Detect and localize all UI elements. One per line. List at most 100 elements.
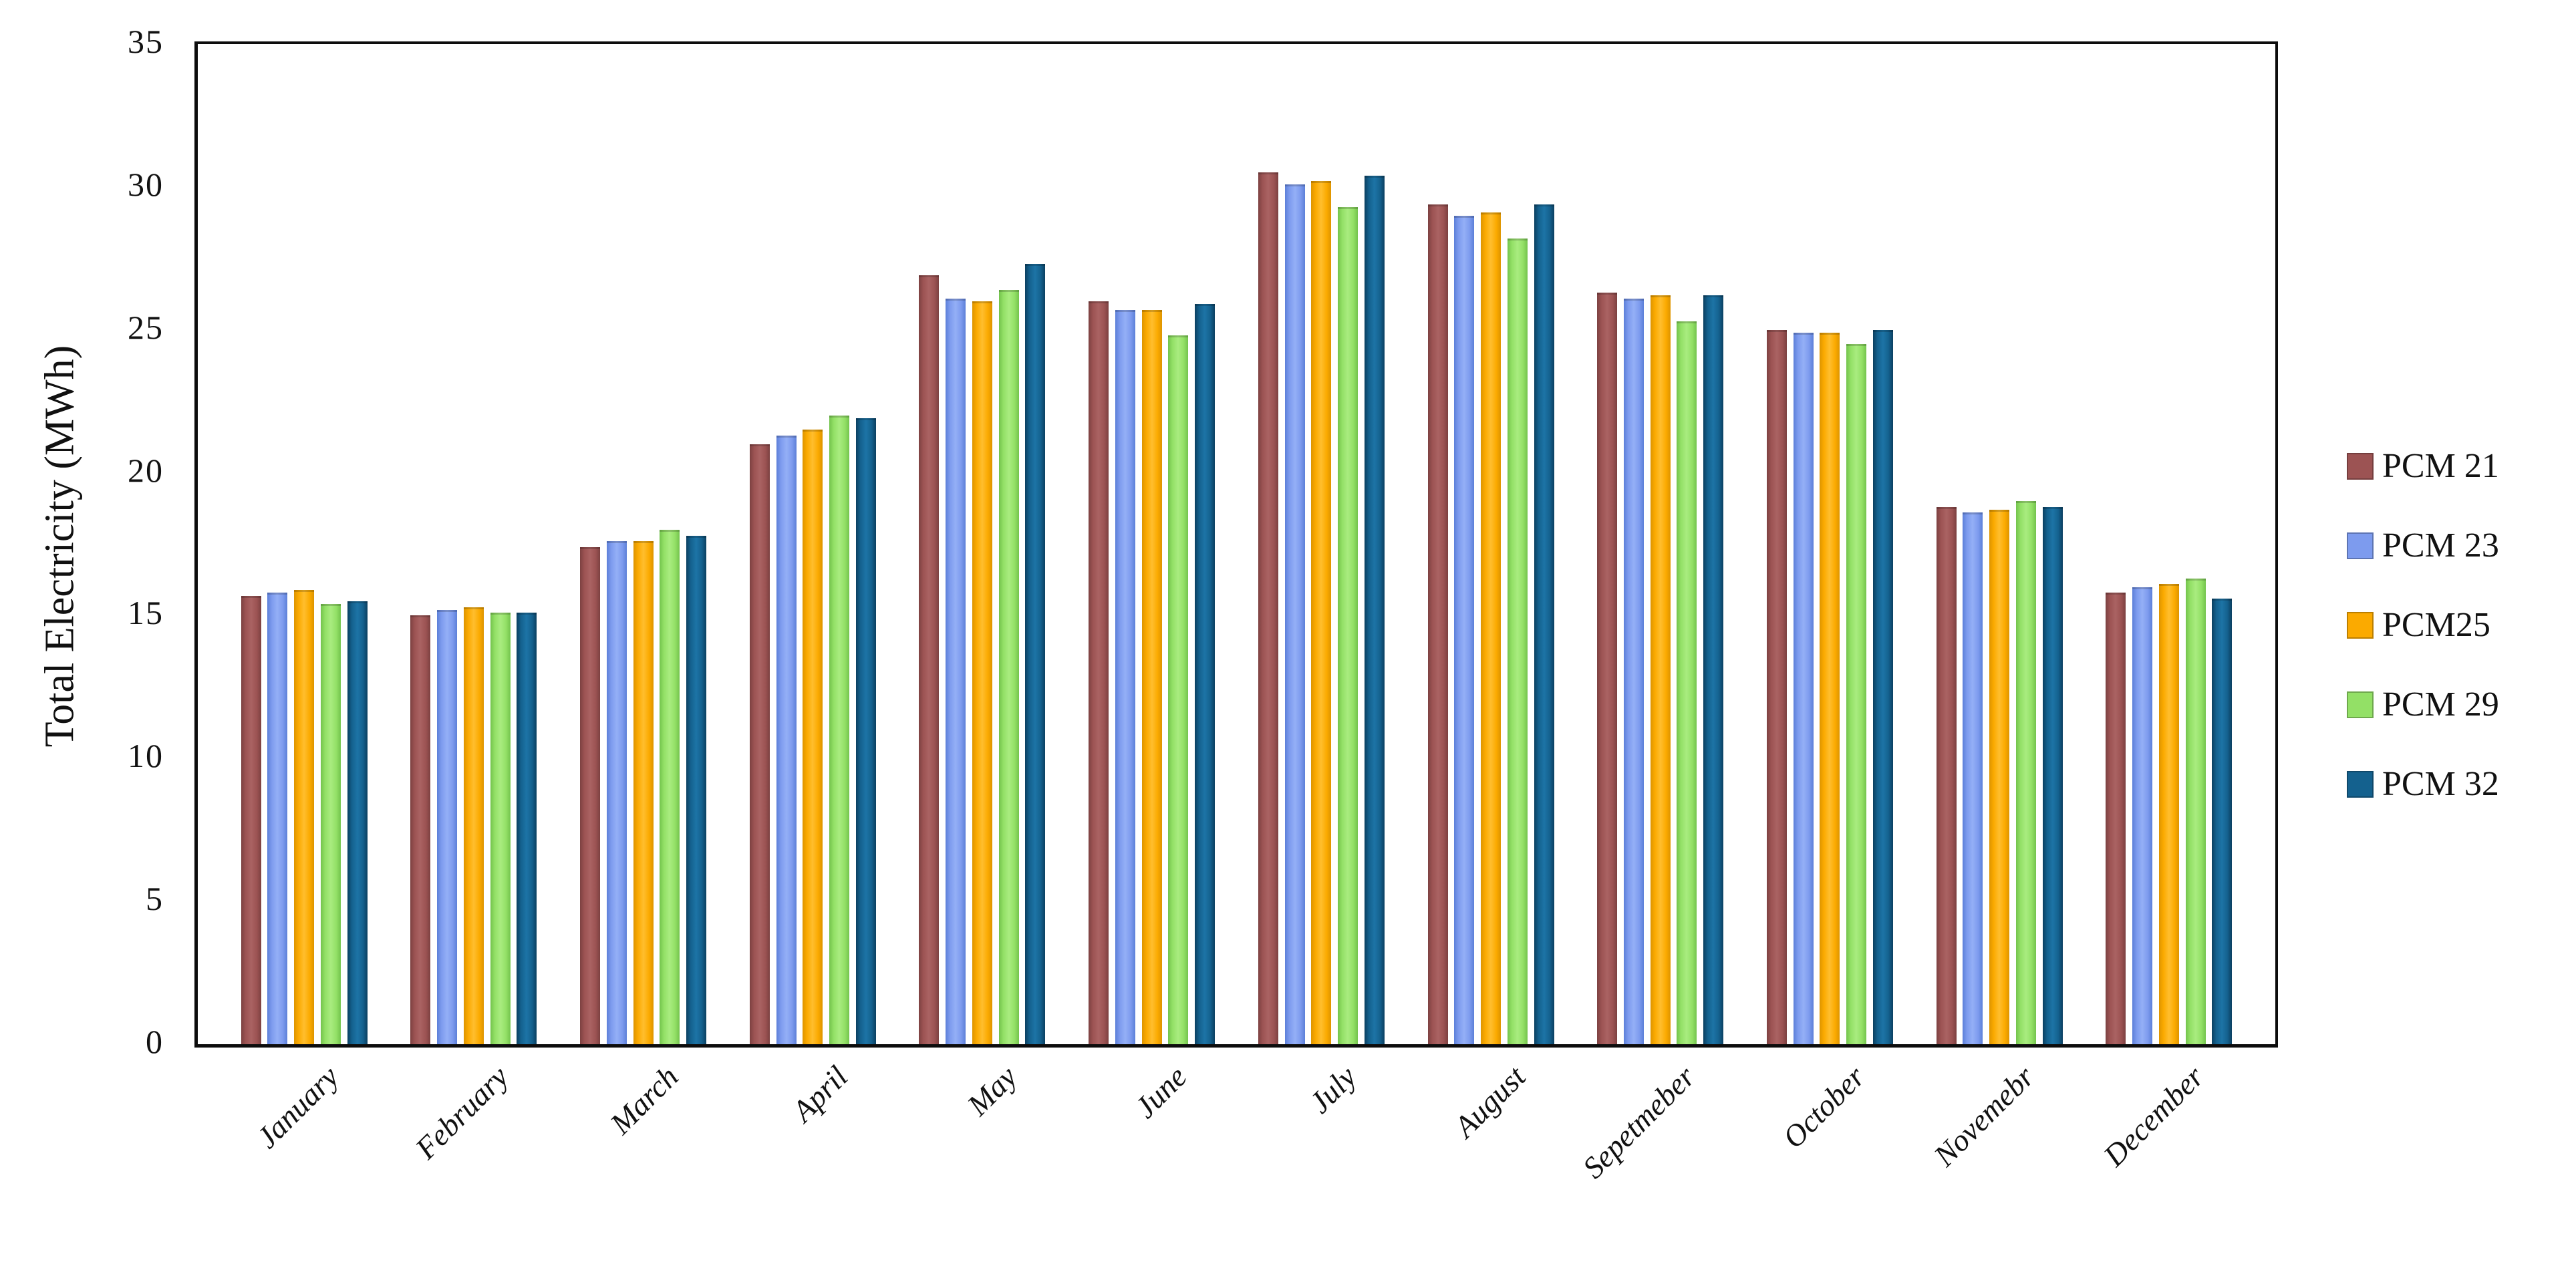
bar-pcm-32-april: [855, 418, 876, 1044]
bar-pcm-29-novemebr: [2015, 501, 2036, 1044]
bar-pcm-21-june: [1089, 301, 1109, 1044]
bar-pcm-32-sepetmeber: [1703, 295, 1724, 1044]
bar-pcm-23-novemebr: [1963, 512, 1983, 1044]
bar-pcm-23-july: [1284, 184, 1305, 1044]
bar-pcm-23-february: [437, 609, 458, 1044]
bar-group-april: [749, 44, 876, 1044]
bar-group-october: [1766, 44, 1893, 1044]
bar-pcm-21-august: [1427, 204, 1448, 1044]
bar-pcm-32-february: [517, 613, 537, 1044]
x-label-sepetmeber: Sepetmeber: [1576, 1059, 1702, 1185]
bars-container: [198, 44, 2275, 1044]
bar-pcm-23-october: [1793, 333, 1814, 1044]
bar-pcm25-march: [633, 541, 654, 1044]
bar-pcm-32-june: [1195, 304, 1215, 1044]
x-label-august: August: [1447, 1059, 1532, 1144]
bar-pcm-29-december: [2185, 578, 2206, 1044]
legend-item-pcm-21: PCM 21: [2347, 446, 2499, 486]
bar-group-sepetmeber: [1597, 44, 1724, 1044]
y-tick-20: 20: [128, 451, 164, 489]
bar-pcm-32-july: [1364, 175, 1385, 1044]
legend-label-pcm25: PCM25: [2382, 606, 2490, 644]
legend: PCM 21 PCM 23 PCM25 PCM 29 PCM 32: [2347, 446, 2499, 804]
bar-pcm-21-january: [241, 595, 261, 1044]
bar-pcm-29-october: [1846, 344, 1867, 1044]
y-tick-10: 10: [128, 737, 164, 775]
legend-label-pcm-23: PCM 23: [2382, 526, 2499, 565]
bar-pcm-21-october: [1766, 329, 1787, 1044]
y-tick-5: 5: [146, 880, 164, 918]
legend-swatch-pcm-32: [2347, 770, 2374, 798]
bar-pcm25-july: [1311, 181, 1332, 1044]
y-tick-25: 25: [128, 308, 164, 346]
bar-pcm-21-february: [410, 615, 431, 1044]
bar-group-august: [1427, 44, 1554, 1044]
legend-label-pcm-21: PCM 21: [2382, 447, 2499, 485]
bar-group-december: [2106, 44, 2233, 1044]
legend-swatch-pcm-21: [2347, 452, 2374, 480]
bar-pcm-23-sepetmeber: [1623, 298, 1644, 1044]
x-label-december: December: [2096, 1059, 2210, 1173]
x-label-june: June: [1127, 1059, 1193, 1125]
bar-pcm-21-march: [580, 546, 601, 1044]
bar-pcm-29-may: [998, 289, 1019, 1044]
x-label-january: January: [250, 1059, 345, 1155]
bar-group-january: [241, 44, 368, 1044]
x-label-october: October: [1775, 1059, 1872, 1155]
bar-pcm-29-sepetmeber: [1677, 321, 1697, 1044]
bar-pcm-29-august: [1507, 238, 1528, 1044]
legend-item-pcm-32: PCM 32: [2347, 764, 2499, 804]
bar-pcm-21-sepetmeber: [1597, 293, 1618, 1044]
bar-pcm-21-novemebr: [1936, 506, 1957, 1044]
y-tick-0: 0: [146, 1023, 164, 1060]
legend-swatch-pcm25: [2347, 611, 2374, 639]
bar-pcm-23-may: [946, 298, 966, 1044]
bar-pcm-23-june: [1115, 309, 1135, 1044]
x-label-july: July: [1302, 1059, 1363, 1120]
bar-pcm-23-april: [776, 435, 797, 1044]
bar-group-march: [580, 44, 707, 1044]
bar-pcm-29-april: [829, 416, 849, 1044]
bar-group-june: [1089, 44, 1215, 1044]
bar-group-february: [410, 44, 537, 1044]
legend-swatch-pcm-23: [2347, 532, 2374, 559]
x-label-may: May: [960, 1059, 1024, 1122]
legend-item-pcm-29: PCM 29: [2347, 685, 2499, 724]
bar-pcm-29-march: [660, 530, 680, 1044]
legend-item-pcm-23: PCM 23: [2347, 526, 2499, 565]
plot-area: [194, 41, 2278, 1048]
bar-pcm-21-december: [2106, 593, 2126, 1044]
legend-label-pcm-29: PCM 29: [2382, 685, 2499, 724]
legend-swatch-pcm-29: [2347, 691, 2374, 718]
y-tick-30: 30: [128, 165, 164, 203]
bar-pcm-32-march: [686, 535, 707, 1044]
legend-item-pcm25: PCM25: [2347, 605, 2499, 645]
bar-pcm-32-novemebr: [2042, 506, 2063, 1044]
bar-pcm25-april: [803, 430, 823, 1044]
bar-pcm-29-january: [320, 604, 341, 1044]
bar-group-may: [919, 44, 1046, 1044]
bar-pcm25-may: [972, 301, 992, 1044]
bar-pcm25-novemebr: [1989, 510, 2010, 1044]
x-label-february: February: [408, 1059, 515, 1166]
bar-group-novemebr: [1936, 44, 2063, 1044]
x-label-novemebr: Novemebr: [1927, 1059, 2041, 1173]
legend-label-pcm-32: PCM 32: [2382, 765, 2499, 803]
bar-pcm25-sepetmeber: [1650, 295, 1671, 1044]
bar-pcm-29-february: [490, 613, 511, 1044]
bar-pcm-32-january: [347, 601, 368, 1044]
bar-pcm-21-may: [919, 275, 940, 1044]
bar-pcm-32-december: [2212, 598, 2233, 1044]
bar-pcm-23-march: [606, 541, 627, 1044]
bar-pcm-32-october: [1872, 329, 1893, 1044]
bar-pcm-29-june: [1168, 335, 1189, 1044]
bar-group-july: [1258, 44, 1385, 1044]
bar-pcm-23-august: [1454, 215, 1475, 1044]
x-label-march: March: [603, 1059, 685, 1141]
bar-pcm25-february: [463, 607, 484, 1044]
bar-pcm-21-april: [749, 444, 770, 1044]
bar-pcm-23-december: [2132, 587, 2152, 1044]
bar-pcm-21-july: [1258, 172, 1278, 1044]
bar-pcm-23-january: [267, 593, 288, 1044]
bar-pcm25-january: [294, 589, 315, 1044]
